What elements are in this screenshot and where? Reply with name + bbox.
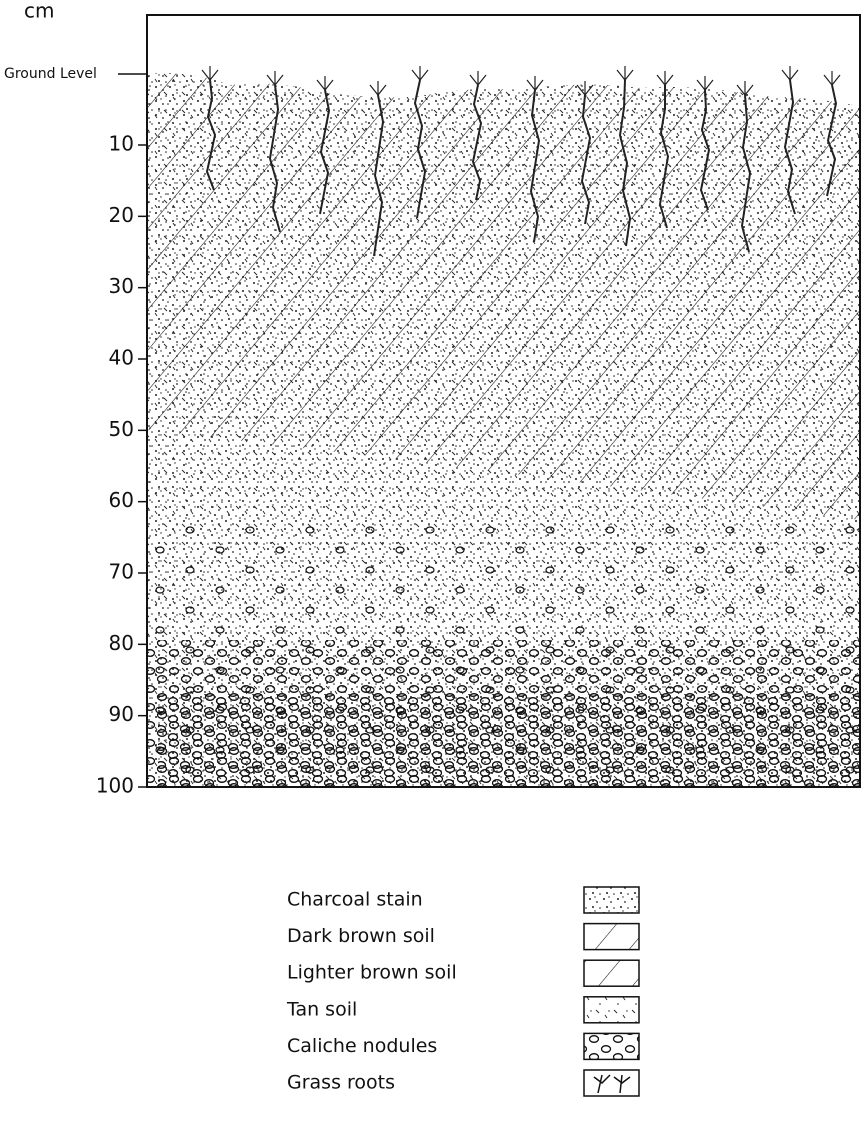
root (373, 94, 385, 257)
legend-label: Caliche nodules (287, 1035, 437, 1057)
profile-frame (146, 14, 861, 788)
tick-label: 60 (109, 488, 134, 512)
root (740, 94, 752, 253)
root-tuft (526, 76, 544, 91)
root-tuft (411, 66, 429, 81)
legend-swatch (583, 1069, 640, 1097)
tick-label: 100 (96, 774, 134, 798)
ground-label: Ground Level (4, 66, 97, 82)
tick-label: 50 (109, 417, 134, 441)
root-tuft (316, 76, 334, 91)
profile-fill (147, 66, 860, 787)
legend-label: Charcoal stain (287, 889, 423, 911)
tick-label: 10 (109, 132, 134, 156)
tick-label: 80 (109, 631, 134, 655)
root (826, 84, 838, 197)
legend-label: Grass roots (287, 1072, 395, 1094)
root-tuft (369, 81, 387, 96)
root (783, 79, 796, 215)
legend-swatch (583, 996, 640, 1024)
root (319, 89, 331, 215)
root (529, 89, 541, 243)
root-tuft (616, 66, 634, 81)
root-tuft (823, 71, 841, 86)
legend-label: Lighter brown soil (287, 962, 457, 984)
root-tuft (736, 81, 754, 96)
root (471, 84, 483, 201)
root (699, 89, 711, 211)
root-tuft (201, 66, 219, 81)
root-tuft (696, 76, 714, 91)
legend-swatch (583, 886, 640, 914)
tick-label: 30 (109, 274, 134, 298)
root-tuft (469, 71, 487, 86)
tick-label: 20 (109, 203, 134, 227)
tick-label: 40 (109, 346, 134, 370)
legend-label: Tan soil (286, 998, 357, 1020)
tick-label: 90 (109, 702, 134, 726)
root-tuft (781, 66, 799, 81)
unit-label: cm (24, 0, 54, 23)
root (268, 84, 281, 233)
legend-swatch (583, 1032, 640, 1061)
tick-label: 70 (109, 560, 134, 584)
root-tuft (656, 71, 674, 86)
root (413, 79, 427, 219)
root-tuft (576, 81, 594, 96)
root (658, 85, 670, 229)
legend-label: Dark brown soil (287, 925, 435, 947)
root (580, 94, 592, 225)
legend-root-icon (593, 1074, 631, 1094)
root (618, 79, 632, 247)
legend-swatch (583, 922, 640, 951)
root (205, 79, 217, 191)
root-tuft (266, 71, 284, 86)
legend-swatch (583, 959, 640, 987)
